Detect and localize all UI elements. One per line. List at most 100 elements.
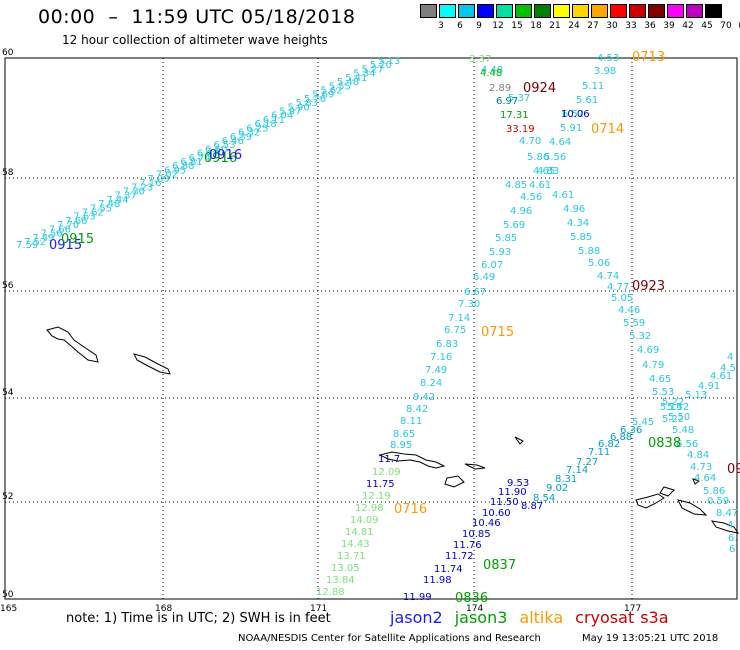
obs-0838b: 5.13 [685, 390, 707, 401]
obs-0915: 5.62 [320, 85, 342, 96]
obs-0915: 6.67 [197, 149, 219, 160]
scale-swatch [496, 4, 513, 18]
scale-label: 15 [511, 21, 523, 31]
obs-0713: 5.91 [560, 123, 582, 134]
obs-0837: 6.88 [610, 432, 632, 443]
obs-0915: 7.66 [49, 224, 71, 235]
time-tag-0836: 0836 [455, 591, 488, 606]
map-frame [4, 57, 738, 600]
obs-0915: 5.69 [312, 90, 334, 101]
obs-0838c: 4 [727, 520, 733, 531]
obs-0838: 6.56 [676, 439, 698, 450]
obs-0713: 5.05 [611, 293, 633, 304]
scale-label: 39 [663, 21, 675, 31]
obs-0713: 4.69 [637, 345, 659, 356]
obs-0924: 4.48 [480, 68, 502, 79]
obs-0915: 5.97 [279, 107, 301, 118]
obs-0713: 4.53 [597, 53, 619, 64]
obs-0715: 5.69 [503, 220, 525, 231]
legend-s3a: s3a [640, 608, 669, 627]
obs-0715: 5.85 [495, 233, 517, 244]
scale-swatch [667, 4, 684, 18]
obs-0915: 7.62 [82, 208, 104, 219]
obs-0837: 8.54 [533, 493, 555, 504]
land-masses [46, 326, 740, 534]
obs-0837: 8.31 [555, 474, 577, 485]
scale-swatch [515, 4, 532, 18]
obs-0915: 5.90 [287, 102, 309, 113]
obs-0716: 13.05 [331, 563, 360, 574]
andreanof-island-2 [659, 486, 675, 497]
scale-swatch [705, 4, 722, 18]
lat-tick-label: 56 [2, 281, 14, 291]
obs-0915: 6.60 [205, 144, 227, 155]
obs-0713: 3.98 [594, 66, 616, 77]
time-tag-0916-jason3: 0916 [204, 151, 237, 166]
scale-label: 12 [492, 21, 504, 31]
obs-0915: 6.11 [263, 115, 285, 126]
obs-0715: 5.37 [508, 93, 530, 104]
obs-0715: 4.56 [520, 192, 542, 203]
obs-0716: 14.09 [350, 515, 379, 526]
scale-label: 30 [606, 21, 618, 31]
obs-0838b: 4.61 [710, 371, 732, 382]
scale-swatch [477, 4, 494, 18]
obs-0713: 4.61 [552, 190, 574, 201]
footer-credit: NOAA/NESDIS Center for Satellite Applica… [238, 633, 541, 644]
legend-altika: altika [519, 608, 564, 627]
obs-0713: 5.59 [623, 318, 645, 329]
obs-0713: 4.77 [607, 282, 629, 293]
obs-0915: 7.09 [147, 174, 169, 185]
obs-0837: 11.98 [423, 575, 452, 586]
time-tag-0915-jason2: 0915 [49, 238, 82, 253]
obs-0915: 6.95 [164, 165, 186, 176]
agattu-island [133, 353, 171, 375]
lon-tick-label: 168 [155, 604, 172, 614]
obs-0837: 6.36 [620, 425, 642, 436]
scale-label: 36 [644, 21, 656, 31]
obs-0713: 4.64 [549, 137, 571, 148]
legend-jason2: jason2 [390, 608, 443, 627]
obs-0838: 8.47 [716, 508, 738, 519]
obs-0713: 5.88 [578, 246, 600, 257]
obs-0713: 5.11 [582, 81, 604, 92]
obs-0715: 9.42 [413, 392, 435, 403]
obs-0915: 5.83 [296, 98, 318, 109]
obs-0837: 10.60 [482, 508, 511, 519]
obs-0715: 6.83 [436, 339, 458, 350]
obs-0915: 7.63 [73, 212, 95, 223]
obs-0716: 14.43 [341, 539, 370, 550]
obs-0715: 7.49 [425, 365, 447, 376]
time-tag-0923: 0923 [632, 279, 665, 294]
andreanof-island-1 [635, 493, 665, 509]
obs-0715: 6.07 [481, 260, 503, 271]
obs-0713: 5.22 [662, 414, 684, 425]
lat-tick-label: 54 [2, 388, 14, 398]
obs-0715: 5.86 [527, 152, 549, 163]
scale-label: (ft) [730, 21, 740, 31]
attu-island [46, 326, 99, 363]
obs-0924: 2.89 [489, 83, 511, 94]
obs-0837: 6.82 [598, 439, 620, 450]
obs-0837: 11.90 [498, 487, 527, 498]
scale-label: 21 [549, 21, 561, 31]
obs-0838: 5.22 [662, 397, 684, 408]
obs-0915: 7.55 [90, 203, 112, 214]
scale-label: 6 [457, 21, 463, 31]
obs-0715: 6.49 [473, 272, 495, 283]
obs-0715: 4.85 [505, 180, 527, 191]
obs-0715: 8.65 [393, 429, 415, 440]
obs-0837: 11.76 [453, 540, 482, 551]
obs-0837: 11.74 [434, 564, 463, 575]
scale-label: 18 [530, 21, 542, 31]
time-tag-0714: 0714 [591, 122, 624, 137]
obs-0915: 7.37 [115, 191, 137, 202]
obs-0713: 4.79 [642, 360, 664, 371]
legend-jason3: jason3 [454, 608, 508, 627]
obs-0915: 7.16 [139, 178, 161, 189]
obs-0837: 7.14 [566, 465, 588, 476]
andreanof-island-4 [710, 520, 740, 534]
time-tag-0715: 0715 [481, 325, 514, 340]
obs-0915: 6.39 [230, 132, 252, 143]
